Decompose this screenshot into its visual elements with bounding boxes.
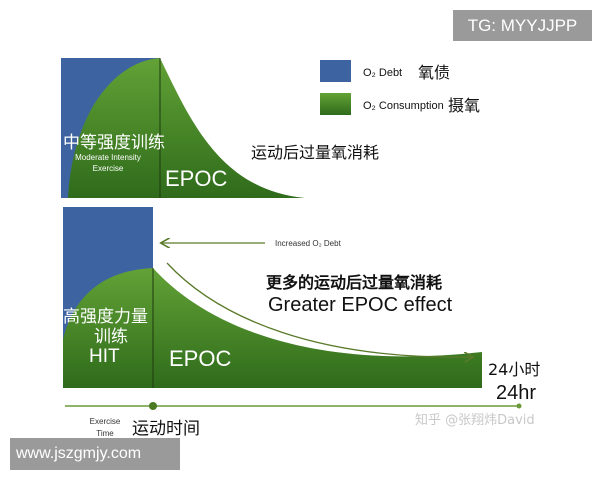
top-exercise-en-1: Moderate Intensity [75,153,141,162]
bottom-exercise-cn-1: 高强度力量 [63,307,148,327]
legend-consumption-cn: 摄氧 [448,96,480,115]
timeline-label-en-2: Time [96,429,114,438]
greater-epoc-arrow [166,262,472,357]
tg-watermark: TG: MYYJJPP [453,10,592,41]
legend-debt-label: O₂ Debt [363,67,402,79]
legend-debt-cn: 氧债 [418,63,450,82]
timeline-label-cn: 运动时间 [132,419,200,439]
timeline-label-en-1: Exercise [90,417,121,426]
zhihu-watermark: 知乎 @张翔炜David [415,412,535,428]
legend-consumption-swatch [320,93,351,115]
end-time-en: 24hr [496,382,536,404]
end-time-cn: 24小时 [488,360,540,379]
top-epoc-label: EPOC [165,166,227,191]
legend-debt-swatch [320,60,351,82]
top-epoc-cn: 运动后过量氧消耗 [251,143,379,162]
bottom-exercise-en: HIT [89,346,120,367]
bottom-o2-consumption-area [63,268,482,388]
greater-epoc-en: Greater EPOC effect [268,294,453,316]
bottom-exercise-cn-2: 训练 [94,327,128,347]
bottom-epoc-label: EPOC [169,346,231,371]
timeline-exercise-end-dot [149,402,157,410]
top-exercise-cn: 中等强度训练 [63,133,165,153]
top-o2-consumption-area [68,58,305,198]
top-exercise-en-2: Exercise [93,164,124,173]
increased-debt-label: Increased O₂ Debt [275,239,342,248]
timeline-end-dot [516,403,522,409]
legend-consumption-label: O₂ Consumption [363,100,444,112]
greater-epoc-cn: 更多的运动后过量氧消耗 [266,273,442,292]
site-watermark: www.jszgmjy.com [10,438,180,470]
